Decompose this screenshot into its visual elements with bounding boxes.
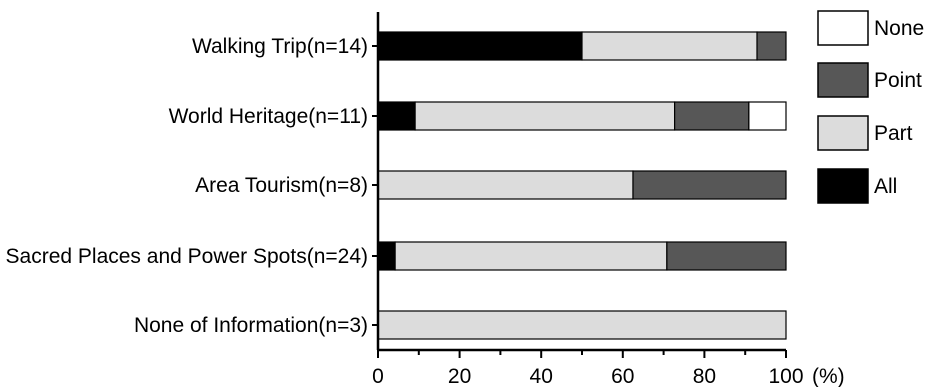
legend-label: None (874, 17, 924, 40)
x-tick-label: 0 (372, 365, 384, 387)
category-label: World Heritage(n=11) (169, 105, 368, 128)
legend-swatch (817, 168, 869, 204)
x-ticks (377, 350, 787, 358)
bar-segment (414, 101, 676, 131)
bars-group (377, 31, 787, 340)
x-tick-labels: 0 20 40 60 80 100 (372, 365, 803, 387)
legend-swatch (817, 10, 869, 46)
legend: None Point Part All (817, 10, 924, 204)
category-ticks (372, 45, 378, 326)
category-labels: Walking Trip(n=14) World Heritage(n=11) Ar… (6, 35, 368, 337)
bar-segment (377, 31, 583, 61)
bar-segment (632, 170, 787, 200)
x-tick-label: 100 (768, 365, 803, 387)
bar-segment (581, 31, 758, 61)
x-tick-label: 40 (530, 365, 553, 387)
legend-swatch (817, 115, 869, 151)
legend-label: Point (874, 69, 922, 92)
legend-label: Part (874, 122, 913, 145)
category-label: None of Information(n=3) (134, 314, 368, 337)
x-tick-label: 20 (448, 365, 471, 387)
x-tick-label: 80 (693, 365, 716, 387)
bar-segment (377, 170, 634, 200)
bar-segment (674, 101, 750, 131)
bar-segment (394, 241, 668, 271)
category-label: Walking Trip(n=14) (192, 35, 368, 58)
x-tick-label: 60 (611, 365, 634, 387)
bar-segment (756, 31, 787, 61)
bar-segment (748, 101, 787, 131)
bar-segment (377, 310, 787, 340)
legend-swatch (817, 62, 869, 98)
category-label: Sacred Places and Power Spots(n=24) (6, 245, 368, 268)
legend-label: All (874, 175, 897, 198)
bar-segment (377, 241, 396, 271)
x-axis-unit-label: (%) (812, 365, 845, 387)
category-label: Area Tourism(n=8) (195, 174, 368, 197)
bar-segment (666, 241, 787, 271)
bar-segment (377, 101, 416, 131)
